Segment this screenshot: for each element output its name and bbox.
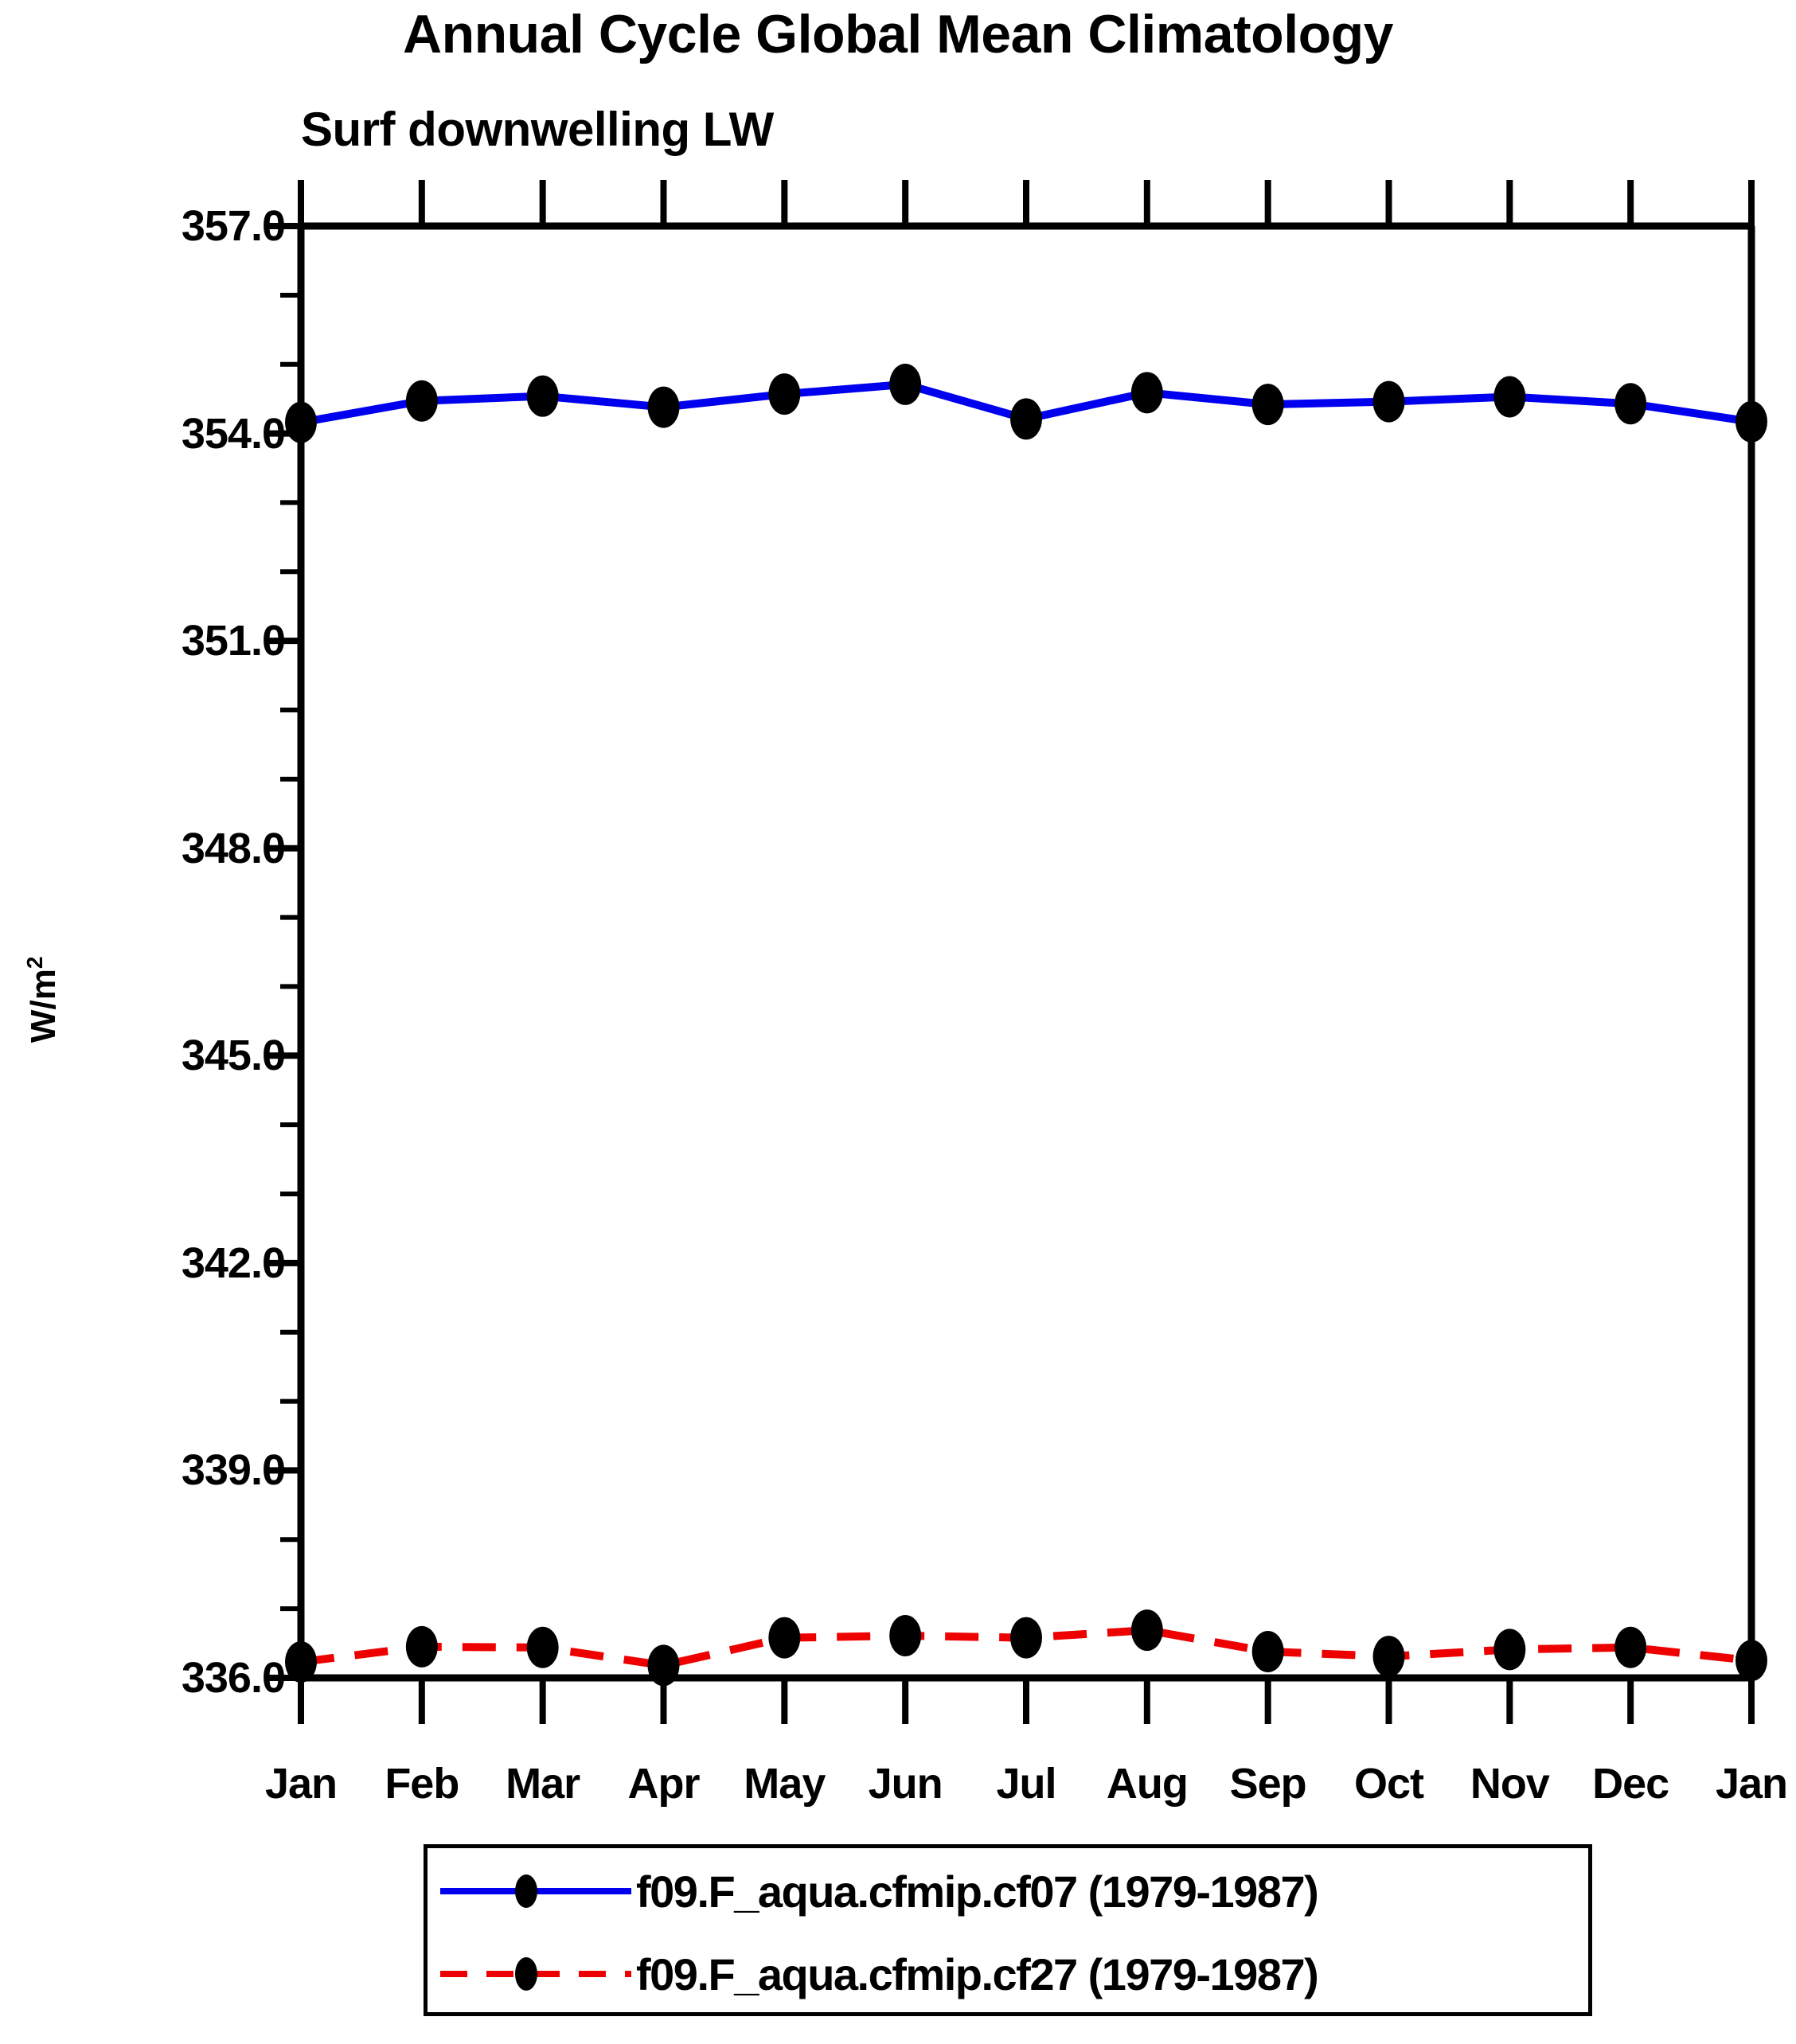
x-tick-label: Jul (996, 1760, 1056, 1808)
data-point-marker (285, 401, 317, 443)
data-point-marker (1251, 1630, 1284, 1672)
data-point-marker (768, 373, 801, 415)
legend-sample-series-1 (440, 1950, 631, 1998)
data-point-marker (1735, 400, 1767, 443)
x-tick-label: May (744, 1760, 826, 1808)
data-point-marker (1372, 380, 1405, 423)
x-tick-label: Jun (868, 1760, 943, 1808)
x-tick-label: Apr (627, 1760, 701, 1808)
data-point-marker (1010, 1617, 1042, 1659)
data-point-marker (1130, 372, 1163, 414)
data-point-marker (1735, 1640, 1767, 1682)
x-tick-label: Aug (1106, 1760, 1189, 1808)
x-tick-label: Jan (264, 1760, 338, 1808)
data-point-marker (1614, 1626, 1647, 1668)
data-point-marker (768, 1617, 801, 1659)
data-point-marker (1010, 398, 1042, 440)
x-tick-label: Dec (1592, 1760, 1669, 1808)
legend-label-1: f09.F_aqua.cfmip.cf27 (1979-1987) (636, 1948, 1319, 1999)
chart-subtitle: Surf downwelling LW (301, 103, 774, 156)
data-point-marker (1130, 1609, 1163, 1652)
data-point-marker (889, 1615, 922, 1657)
x-tick-label: Oct (1353, 1760, 1424, 1808)
data-point-marker (1251, 384, 1284, 426)
data-point-marker (1614, 383, 1647, 425)
legend-marker-circle (515, 1957, 537, 1991)
legend-marker-circle (515, 1874, 537, 1908)
data-point-marker (1493, 1629, 1526, 1671)
data-point-marker (647, 386, 680, 428)
data-point-marker (405, 380, 438, 422)
data-point-marker (647, 1644, 680, 1687)
data-point-marker (405, 1625, 438, 1668)
x-tick-label: Feb (385, 1760, 459, 1808)
data-point-marker (889, 363, 922, 405)
data-point-marker (526, 375, 559, 417)
legend-label-0: f09.F_aqua.cfmip.cf07 (1979-1987) (636, 1866, 1319, 1917)
page-title: Annual Cycle Global Mean Climatology (403, 4, 1393, 64)
x-tick-label: Nov (1470, 1760, 1550, 1808)
x-tick-label: Mar (506, 1760, 580, 1808)
legend-sample-series-0 (440, 1867, 631, 1915)
x-tick-label: Sep (1229, 1760, 1307, 1808)
data-point-marker (285, 1641, 317, 1683)
data-point-marker (1372, 1636, 1405, 1678)
legend-entry-0: f09.F_aqua.cfmip.cf07 (1979-1987) (428, 1848, 1588, 1934)
chart-legend: f09.F_aqua.cfmip.cf07 (1979-1987) f09.F_… (424, 1844, 1592, 2016)
data-point-marker (526, 1626, 559, 1668)
data-point-marker (1493, 376, 1526, 418)
x-tick-label: Jan (1715, 1760, 1788, 1808)
legend-entry-1: f09.F_aqua.cfmip.cf27 (1979-1987) (428, 1931, 1588, 2017)
